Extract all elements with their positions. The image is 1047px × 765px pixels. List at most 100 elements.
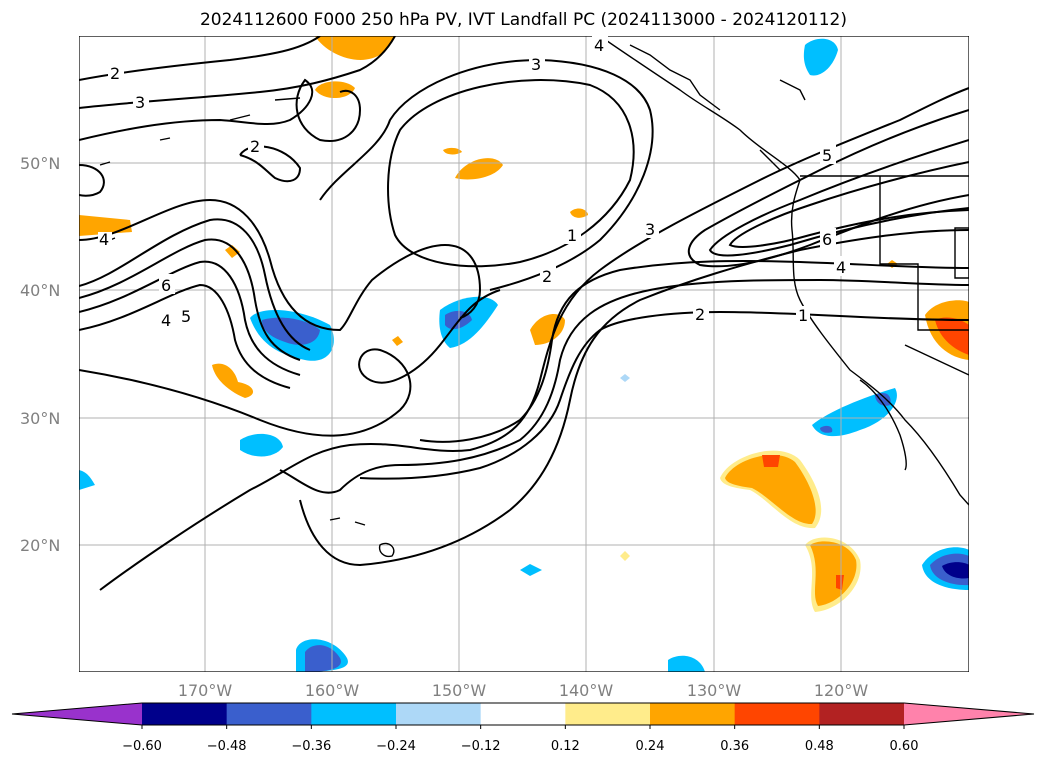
contour-label: 3 bbox=[645, 220, 655, 239]
gridlines bbox=[79, 36, 969, 672]
colorbar-tick-label: −0.36 bbox=[291, 739, 331, 754]
contour-label: 4 bbox=[836, 258, 846, 277]
lat-label: 20°N bbox=[20, 536, 60, 555]
coastline-alaska bbox=[629, 44, 806, 171]
lon-label: 160°W bbox=[305, 681, 360, 700]
contour-label: 6 bbox=[161, 276, 171, 295]
shade-orange bbox=[315, 81, 355, 99]
shade-lightblue bbox=[79, 470, 95, 490]
contour-label: 3 bbox=[135, 93, 145, 112]
shade-darkblue bbox=[942, 562, 969, 579]
contour-line bbox=[279, 278, 969, 494]
lon-label: 150°W bbox=[432, 681, 487, 700]
lon-label: 140°W bbox=[559, 681, 614, 700]
colorbar-tick-label: 0.12 bbox=[551, 739, 580, 754]
shade-lightblue bbox=[668, 655, 705, 672]
coastline-islands bbox=[99, 97, 301, 241]
border-us-mexico bbox=[904, 344, 969, 376]
shade-red bbox=[762, 455, 780, 467]
colorbar-segment bbox=[480, 703, 566, 725]
colorbar bbox=[11, 702, 1035, 729]
shading-layer bbox=[79, 36, 969, 672]
shade-orange bbox=[315, 36, 395, 60]
longitude-labels: 170°W 160°W 150°W 140°W 130°W 120°W bbox=[178, 681, 869, 700]
contour-label-group: 2 3 2 1 2 3 3 4 5 6 4 6 5 4 2 1 4 bbox=[98, 36, 850, 330]
shade-orange bbox=[225, 245, 240, 258]
coastline-hawaii bbox=[329, 517, 395, 558]
contour-label: 2 bbox=[250, 137, 260, 156]
contour-line bbox=[79, 218, 311, 351]
colorbar-segment bbox=[142, 703, 228, 725]
colorbar-segment bbox=[226, 703, 312, 725]
border-states bbox=[954, 227, 969, 279]
contour-line bbox=[79, 238, 301, 361]
contour-line bbox=[687, 109, 969, 268]
shade-orange bbox=[570, 208, 588, 218]
shade-orange bbox=[443, 147, 462, 155]
lat-label: 30°N bbox=[20, 409, 60, 428]
shade-orange bbox=[620, 551, 630, 561]
lon-label: 120°W bbox=[814, 681, 869, 700]
shade-lightblue bbox=[812, 388, 897, 437]
colorbar-tick-label: 0.36 bbox=[720, 739, 749, 754]
contour-line bbox=[387, 79, 635, 268]
shade-red bbox=[935, 317, 969, 355]
colorbar-segment bbox=[819, 703, 905, 725]
contour-line bbox=[239, 145, 302, 183]
contour-label: 2 bbox=[542, 267, 552, 286]
lon-label: 130°W bbox=[687, 681, 742, 700]
contour-line bbox=[728, 161, 969, 248]
coastlines bbox=[99, 36, 969, 558]
colorbar-segment bbox=[396, 703, 482, 725]
shade-lightblue bbox=[803, 38, 838, 76]
border-states bbox=[879, 176, 969, 331]
colorbar-tick-label: −0.60 bbox=[122, 739, 162, 754]
shade-lightblue bbox=[240, 433, 283, 457]
contour-line bbox=[79, 260, 301, 376]
shade-lightblue bbox=[620, 374, 630, 382]
contour-label: 2 bbox=[695, 305, 705, 324]
shade-blue bbox=[262, 317, 320, 345]
contour-line bbox=[299, 229, 969, 567]
contour-label: 2 bbox=[110, 64, 120, 83]
colorbar-tick-labels: −0.60 −0.48 −0.36 −0.24 −0.12 0.12 0.24 0.36 0.4… bbox=[122, 739, 918, 754]
contour-line bbox=[708, 139, 969, 257]
contour-label: 3 bbox=[531, 55, 541, 74]
shade-orange bbox=[212, 363, 254, 398]
contour-label: 4 bbox=[99, 230, 109, 249]
contour-line bbox=[79, 78, 362, 142]
lat-label: 50°N bbox=[20, 154, 60, 173]
colorbar-segment bbox=[565, 703, 651, 725]
colorbar-tick-label: 0.60 bbox=[890, 739, 919, 754]
lon-label: 170°W bbox=[178, 681, 233, 700]
shade-lightblue bbox=[520, 564, 542, 576]
contour-line bbox=[79, 198, 482, 332]
contour-line bbox=[79, 164, 105, 197]
contour-label: 4 bbox=[594, 36, 604, 55]
contour-label: 5 bbox=[822, 146, 832, 165]
colorbar-tick-label: −0.24 bbox=[376, 739, 416, 754]
lat-label: 40°N bbox=[20, 281, 60, 300]
colorbar-tick-label: 0.48 bbox=[805, 739, 834, 754]
colorbar-segment bbox=[311, 703, 397, 725]
shade-red bbox=[836, 575, 844, 590]
latitude-labels: 50°N 40°N 30°N 20°N bbox=[20, 154, 60, 555]
colorbar-tick-label: −0.48 bbox=[207, 739, 247, 754]
colorbar-segment bbox=[650, 703, 736, 725]
contour-label: 1 bbox=[567, 226, 577, 245]
contour-line bbox=[79, 289, 501, 437]
contour-line bbox=[79, 283, 291, 389]
shade-orange bbox=[810, 541, 857, 606]
contour-label: 1 bbox=[798, 306, 808, 325]
coastline-north-america bbox=[599, 36, 969, 506]
colorbar-extend-min bbox=[12, 703, 142, 725]
contour-label: 5 bbox=[181, 307, 191, 326]
colorbar-segment bbox=[734, 703, 820, 725]
shade-blue bbox=[875, 393, 891, 406]
shade-blue bbox=[820, 425, 833, 433]
shade-orange bbox=[725, 455, 816, 525]
coastline-baja bbox=[859, 379, 907, 471]
colorbar-extend-max bbox=[904, 703, 1034, 725]
contour-line bbox=[319, 58, 654, 291]
